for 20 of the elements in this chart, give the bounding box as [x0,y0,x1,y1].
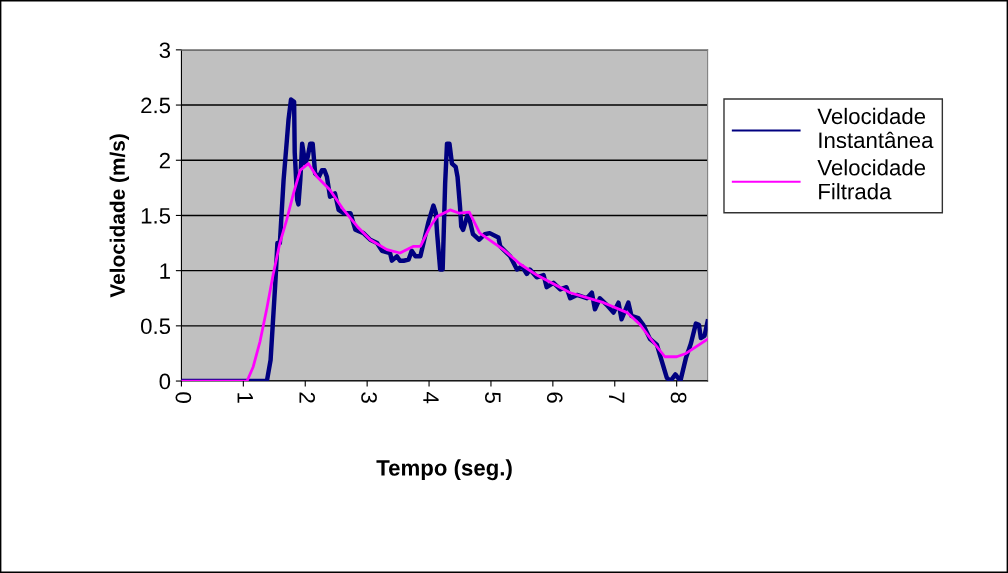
y-tick-label: 0 [159,373,171,390]
x-tick-label: 3 [361,392,377,403]
x-tick-label: 2 [299,392,316,403]
x-tick-label: 0 [175,392,192,403]
legend-label: Velocidade Instantânea [817,107,934,149]
y-tick-label: 3 [159,42,171,59]
y-tick-label: 2.5 [141,97,171,114]
x-axis-title: Tempo (seg.) [376,459,512,481]
x-tick-label: 4 [423,391,439,404]
x-tick-label: 5 [484,392,501,403]
x-tick-label: 7 [609,392,625,403]
y-axis-title: Velocidade (m/s) [109,134,130,298]
y-tick-label: 2 [159,152,170,169]
x-tick-label: 6 [546,392,563,403]
y-tick-label: 1.5 [141,208,171,224]
y-tick-label: 0.5 [141,318,171,335]
legend-label: Velocidade Filtrada [817,159,926,200]
x-tick-label: 1 [237,393,253,403]
y-tick-label: 1 [160,263,170,279]
x-tick-label: 8 [670,392,687,403]
